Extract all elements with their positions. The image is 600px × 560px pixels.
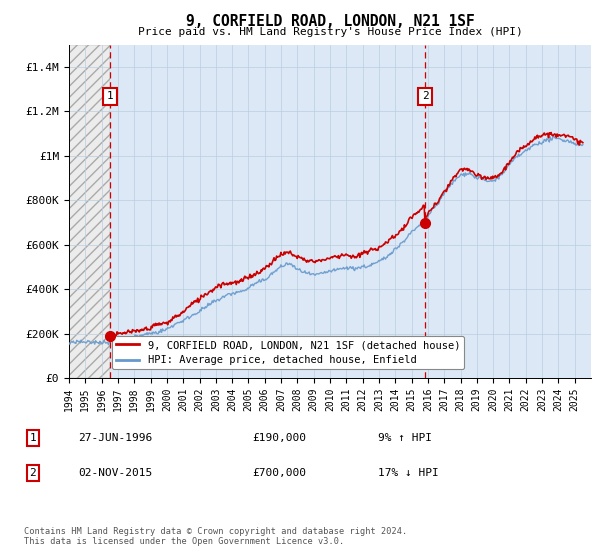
Text: 17% ↓ HPI: 17% ↓ HPI xyxy=(378,468,439,478)
Bar xyxy=(69,45,110,378)
Bar xyxy=(69,45,110,378)
Text: £190,000: £190,000 xyxy=(252,433,306,443)
Text: 9, CORFIELD ROAD, LONDON, N21 1SF: 9, CORFIELD ROAD, LONDON, N21 1SF xyxy=(185,14,475,29)
Text: 2: 2 xyxy=(29,468,37,478)
Text: 1: 1 xyxy=(106,91,113,101)
Text: £700,000: £700,000 xyxy=(252,468,306,478)
Bar xyxy=(110,45,591,378)
Text: Contains HM Land Registry data © Crown copyright and database right 2024.
This d: Contains HM Land Registry data © Crown c… xyxy=(24,526,407,546)
Text: 1: 1 xyxy=(29,433,37,443)
Legend: 9, CORFIELD ROAD, LONDON, N21 1SF (detached house), HPI: Average price, detached: 9, CORFIELD ROAD, LONDON, N21 1SF (detac… xyxy=(112,336,464,370)
Text: 27-JUN-1996: 27-JUN-1996 xyxy=(78,433,152,443)
Text: Price paid vs. HM Land Registry's House Price Index (HPI): Price paid vs. HM Land Registry's House … xyxy=(137,27,523,38)
Text: 9% ↑ HPI: 9% ↑ HPI xyxy=(378,433,432,443)
Text: 2: 2 xyxy=(422,91,428,101)
Text: 02-NOV-2015: 02-NOV-2015 xyxy=(78,468,152,478)
